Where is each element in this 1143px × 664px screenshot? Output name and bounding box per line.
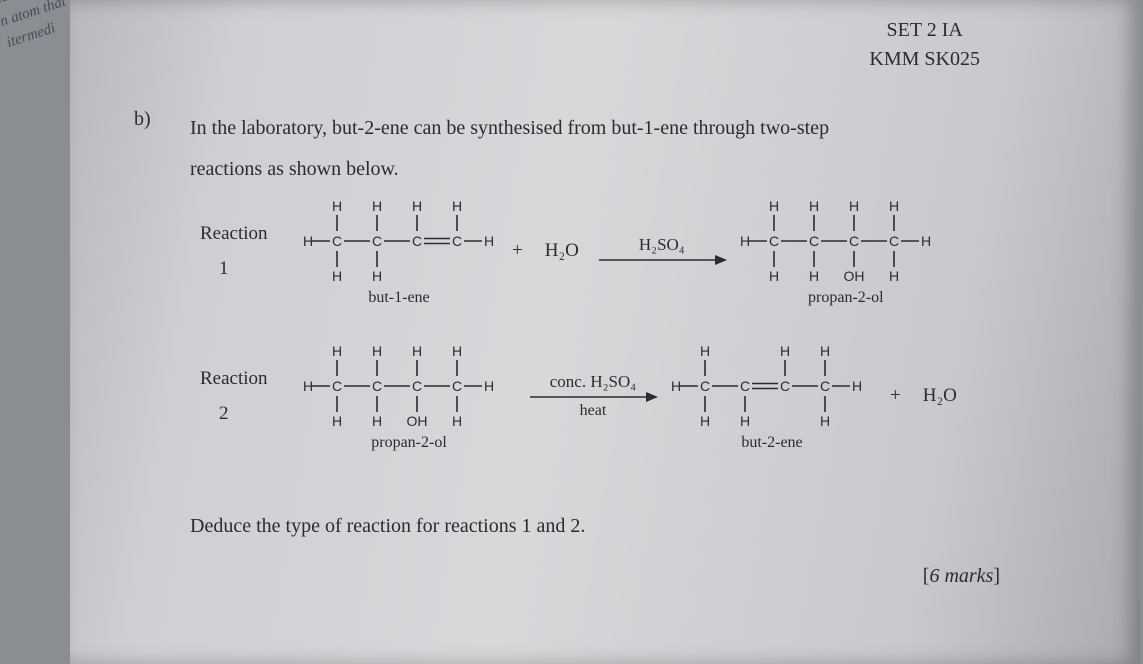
but-2-ene-structure: H C C C C H H H H H H H but-2-ene: [672, 340, 872, 452]
svg-text:H: H: [332, 268, 342, 284]
svg-text:H: H: [484, 378, 494, 394]
svg-text:H: H: [809, 198, 819, 214]
reaction-1-label-l1: Reaction: [200, 223, 268, 244]
svg-text:C: C: [849, 233, 859, 249]
svg-text:C: C: [769, 233, 779, 249]
svg-text:C: C: [372, 233, 382, 249]
svg-text:C: C: [332, 378, 342, 394]
svg-text:C: C: [889, 233, 899, 249]
marks-close: ]: [993, 565, 1000, 587]
svg-text:H: H: [921, 233, 931, 249]
svg-text:H: H: [332, 198, 342, 214]
svg-text:H: H: [769, 268, 779, 284]
question-label: b): [134, 108, 151, 131]
reaction-2: Reaction 2: [200, 340, 961, 452]
svg-text:H: H: [820, 343, 830, 359]
reaction-1-plus: +: [508, 240, 527, 262]
svg-text:H: H: [809, 268, 819, 284]
deduce-instruction: Deduce the type of reaction for reaction…: [190, 515, 585, 538]
marks-num: 6 marks: [929, 565, 993, 587]
question-body: In the laboratory, but-2-ene can be synt…: [190, 108, 1030, 190]
reaction-2-label: Reaction 2: [200, 361, 290, 431]
reaction-2-arrow-top: conc. H₂SO₄: [550, 372, 636, 392]
svg-text:C: C: [780, 378, 790, 394]
svg-text:H: H: [700, 343, 710, 359]
svg-text:H: H: [372, 413, 382, 429]
header: SET 2 IA KMM SK025: [869, 16, 980, 74]
svg-text:C: C: [452, 233, 462, 249]
reaction-1-label-l2: 1: [219, 258, 229, 279]
svg-text:H: H: [820, 413, 830, 429]
svg-text:C: C: [332, 233, 342, 249]
svg-text:C: C: [809, 233, 819, 249]
svg-text:H: H: [304, 378, 313, 394]
svg-text:C: C: [740, 378, 750, 394]
svg-text:H: H: [700, 413, 710, 429]
svg-text:OH: OH: [407, 413, 428, 429]
svg-text:OH: OH: [843, 268, 864, 284]
svg-text:C: C: [820, 378, 830, 394]
svg-text:H: H: [452, 198, 462, 214]
svg-text:H: H: [889, 268, 899, 284]
svg-text:H: H: [889, 198, 899, 214]
reaction-2-h2o: H₂O: [919, 385, 961, 407]
svg-text:H: H: [304, 233, 313, 249]
propan-2-ol-product-structure: H C C C C H H H H H H H OH H propan-2-ol: [741, 195, 951, 307]
reaction-1-arrow-top: H₂SO₄: [639, 235, 685, 255]
svg-text:H: H: [332, 343, 342, 359]
reaction-1-arrow: H₂SO₄: [597, 235, 727, 267]
svg-text:H: H: [372, 268, 382, 284]
svg-text:H: H: [452, 413, 462, 429]
svg-text:H: H: [372, 343, 382, 359]
svg-text:C: C: [412, 233, 422, 249]
svg-text:H: H: [412, 343, 422, 359]
reaction-1-h2o: H₂O: [541, 240, 583, 262]
svg-text:C: C: [452, 378, 462, 394]
svg-text:H: H: [372, 198, 382, 214]
propan-2-ol-reactant-name: propan-2-ol: [371, 434, 447, 452]
reaction-2-arrow: conc. H₂SO₄ heat: [528, 372, 658, 420]
reaction-2-arrow-bot: heat: [580, 402, 607, 420]
svg-text:H: H: [852, 378, 862, 394]
svg-text:H: H: [849, 198, 859, 214]
svg-text:H: H: [412, 198, 422, 214]
svg-text:H: H: [672, 378, 681, 394]
question-line2: reactions as shown below.: [190, 158, 399, 180]
header-line2: KMM SK025: [869, 45, 980, 74]
svg-text:C: C: [412, 378, 422, 394]
reaction-1-label: Reaction 1: [200, 216, 290, 286]
propan-2-ol-product-name: propan-2-ol: [808, 289, 884, 307]
svg-text:H: H: [332, 413, 342, 429]
page: SET 2 IA KMM SK025 b) In the laboratory,…: [70, 0, 1140, 664]
reaction-2-label-l2: 2: [219, 403, 229, 424]
svg-text:C: C: [372, 378, 382, 394]
marks: [6 marks]: [923, 565, 1000, 588]
svg-text:C: C: [700, 378, 710, 394]
svg-text:H: H: [769, 198, 779, 214]
but-1-ene-structure: H C C C C H H H H H H H but-1-ene: [304, 195, 494, 307]
but-1-ene-name: but-1-ene: [368, 289, 429, 307]
svg-text:H: H: [452, 343, 462, 359]
but-2-ene-name: but-2-ene: [741, 434, 802, 452]
svg-text:H: H: [741, 233, 750, 249]
reaction-1: Reaction 1: [200, 195, 951, 307]
reaction-2-label-l1: Reaction: [200, 368, 268, 389]
svg-text:H: H: [740, 413, 750, 429]
reaction-2-plus: +: [886, 385, 905, 407]
svg-text:H: H: [780, 343, 790, 359]
header-line1: SET 2 IA: [869, 16, 980, 45]
question-line1: In the laboratory, but-2-ene can be synt…: [190, 117, 829, 139]
svg-text:H: H: [484, 233, 494, 249]
propan-2-ol-reactant-structure: H C C C C H H H H H H H OH H propan-2-ol: [304, 340, 514, 452]
